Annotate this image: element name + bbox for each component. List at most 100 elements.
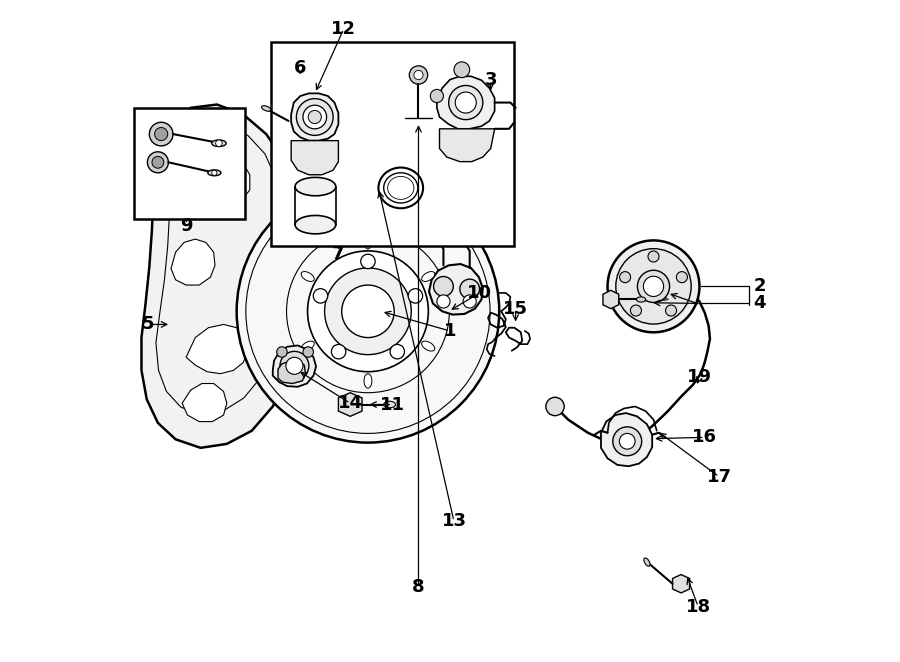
- Circle shape: [308, 111, 321, 124]
- Polygon shape: [439, 129, 495, 162]
- Circle shape: [155, 128, 167, 140]
- Polygon shape: [171, 239, 215, 285]
- Circle shape: [313, 289, 328, 303]
- Polygon shape: [278, 361, 306, 383]
- Circle shape: [619, 271, 631, 283]
- Circle shape: [485, 99, 497, 111]
- Text: 8: 8: [412, 578, 425, 596]
- Text: 4: 4: [753, 295, 766, 312]
- Polygon shape: [482, 95, 499, 114]
- Circle shape: [149, 122, 173, 146]
- Circle shape: [637, 270, 670, 303]
- Circle shape: [331, 344, 346, 359]
- Text: 2: 2: [753, 277, 766, 295]
- Circle shape: [280, 352, 309, 380]
- Text: 18: 18: [686, 598, 711, 616]
- Text: 11: 11: [380, 395, 405, 414]
- Ellipse shape: [421, 271, 435, 281]
- Circle shape: [361, 254, 375, 269]
- Circle shape: [216, 140, 222, 146]
- Polygon shape: [141, 105, 307, 448]
- Circle shape: [152, 156, 164, 168]
- Text: 5: 5: [142, 315, 154, 334]
- Text: 15: 15: [503, 300, 528, 318]
- Polygon shape: [291, 93, 338, 140]
- Circle shape: [613, 427, 642, 455]
- Text: 17: 17: [706, 468, 732, 486]
- Circle shape: [436, 295, 450, 308]
- Ellipse shape: [208, 170, 220, 175]
- Circle shape: [454, 62, 470, 77]
- Circle shape: [325, 268, 411, 355]
- Circle shape: [672, 283, 688, 298]
- Text: 14: 14: [338, 394, 363, 412]
- Circle shape: [455, 92, 476, 113]
- Circle shape: [390, 344, 404, 359]
- Circle shape: [630, 305, 642, 316]
- Circle shape: [449, 85, 482, 120]
- Circle shape: [464, 295, 476, 308]
- Circle shape: [648, 251, 659, 262]
- Circle shape: [295, 84, 306, 95]
- Text: 13: 13: [441, 512, 466, 530]
- Circle shape: [616, 249, 691, 324]
- Circle shape: [409, 289, 423, 303]
- Circle shape: [148, 152, 168, 173]
- Circle shape: [286, 357, 303, 374]
- Text: 6: 6: [294, 60, 307, 77]
- Bar: [133, 108, 245, 219]
- Polygon shape: [603, 291, 618, 308]
- Circle shape: [414, 70, 423, 79]
- Text: 1: 1: [444, 322, 456, 340]
- Circle shape: [665, 305, 677, 316]
- Ellipse shape: [644, 558, 650, 566]
- Circle shape: [430, 89, 444, 103]
- Ellipse shape: [364, 373, 372, 388]
- Circle shape: [303, 105, 327, 129]
- Polygon shape: [672, 575, 689, 593]
- Circle shape: [460, 279, 480, 299]
- Circle shape: [677, 271, 688, 283]
- Polygon shape: [292, 79, 309, 100]
- Polygon shape: [429, 264, 482, 314]
- Ellipse shape: [295, 215, 336, 234]
- Text: 12: 12: [331, 20, 356, 38]
- Circle shape: [276, 347, 287, 357]
- Ellipse shape: [421, 341, 435, 351]
- Circle shape: [303, 347, 313, 357]
- Text: 3: 3: [484, 71, 497, 89]
- Circle shape: [296, 99, 333, 136]
- Polygon shape: [291, 140, 338, 175]
- Ellipse shape: [364, 234, 372, 249]
- Ellipse shape: [636, 297, 645, 302]
- Bar: [272, 42, 514, 246]
- Ellipse shape: [302, 341, 314, 351]
- Polygon shape: [182, 383, 227, 422]
- Polygon shape: [436, 76, 495, 129]
- Polygon shape: [273, 346, 316, 387]
- Ellipse shape: [212, 140, 226, 146]
- Polygon shape: [338, 393, 362, 416]
- Circle shape: [644, 276, 663, 297]
- Circle shape: [286, 230, 449, 393]
- Polygon shape: [601, 413, 652, 466]
- Circle shape: [212, 170, 217, 175]
- Circle shape: [308, 251, 428, 371]
- Circle shape: [619, 434, 635, 449]
- Circle shape: [410, 66, 427, 84]
- Polygon shape: [194, 150, 250, 205]
- Text: 16: 16: [692, 428, 717, 446]
- Circle shape: [342, 285, 394, 338]
- Circle shape: [237, 180, 500, 443]
- Text: 19: 19: [687, 368, 712, 386]
- Ellipse shape: [383, 401, 395, 408]
- Circle shape: [545, 397, 564, 416]
- Text: 9: 9: [180, 217, 193, 235]
- Ellipse shape: [262, 106, 271, 111]
- Circle shape: [246, 189, 490, 434]
- Circle shape: [608, 240, 699, 332]
- Circle shape: [434, 277, 454, 296]
- Polygon shape: [279, 200, 302, 216]
- Ellipse shape: [302, 271, 314, 281]
- Polygon shape: [186, 324, 248, 373]
